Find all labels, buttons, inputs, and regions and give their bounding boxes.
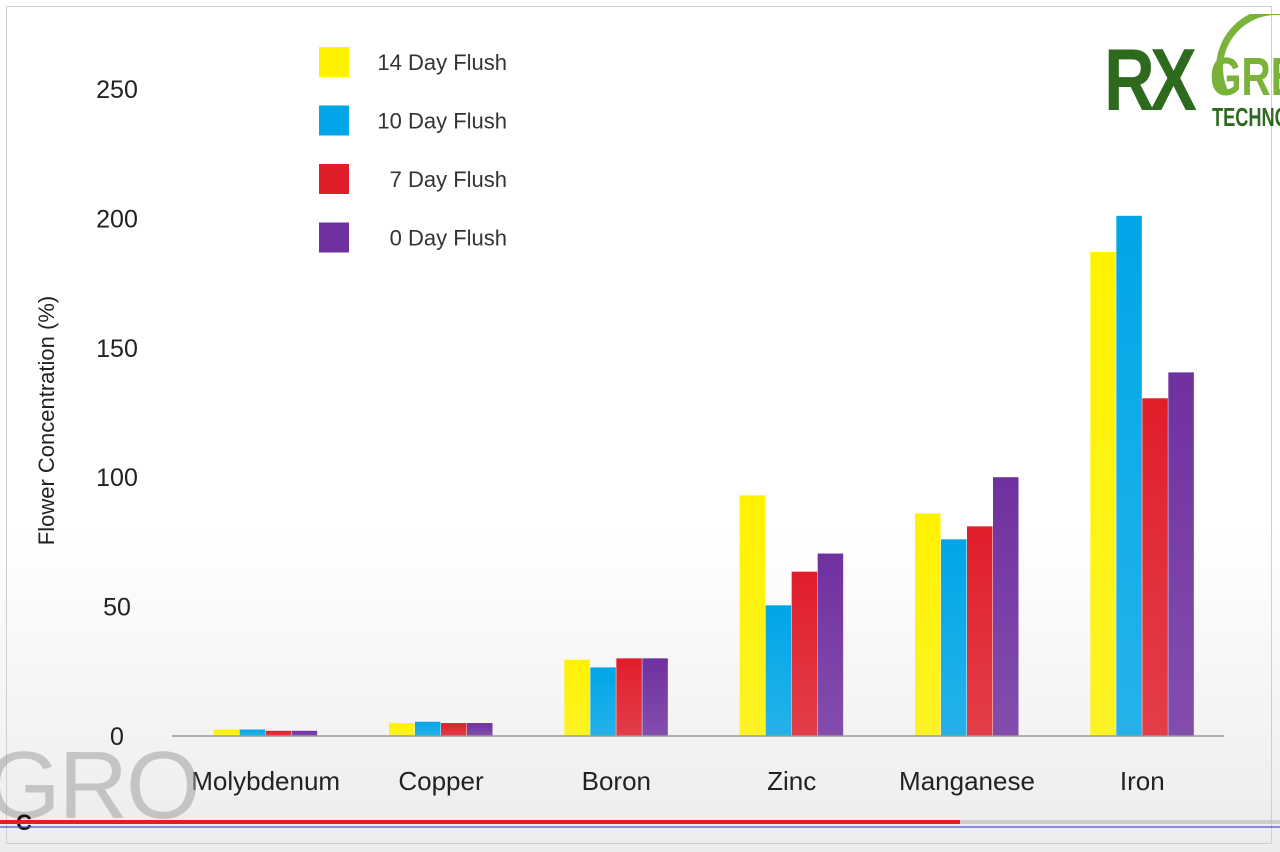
bar-boron-14-day-flush [564, 659, 590, 736]
y-tick-label: 0 [110, 723, 124, 751]
channel-watermark: GRO [0, 732, 201, 839]
bar-iron-14-day-flush [1090, 252, 1116, 736]
y-tick-label: 200 [96, 205, 138, 233]
y-tick-label: 250 [96, 76, 138, 104]
y-axis-label: Flower Concentration (%) [34, 296, 59, 545]
bar-boron-7-day-flush [616, 658, 642, 736]
bar-manganese-14-day-flush [915, 513, 941, 736]
bar-boron-0-day-flush [642, 658, 668, 736]
bar-manganese-10-day-flush [941, 539, 967, 736]
bar-zinc-10-day-flush [765, 605, 792, 736]
bar-zinc-0-day-flush [817, 553, 844, 736]
x-tick-label: Zinc [767, 766, 816, 796]
y-tick-label: 50 [103, 594, 131, 622]
bar-molybdenum-7-day-flush [265, 730, 292, 736]
slide-border [6, 6, 1272, 844]
y-tick-label: 100 [96, 464, 138, 492]
bar-copper-10-day-flush [415, 721, 441, 736]
legend-swatch [319, 105, 349, 136]
legend-label: 7 Day Flush [390, 167, 507, 192]
video-progress-fill [0, 820, 960, 824]
legend-swatch [319, 222, 349, 253]
bar-manganese-7-day-flush [967, 526, 993, 736]
logo-text-rx: RX [1104, 30, 1197, 129]
legend-label: 0 Day Flush [390, 226, 507, 251]
rx-green-technologies-logo: RX GRE TECHNO [1104, 14, 1280, 132]
bar-copper-14-day-flush [389, 723, 415, 736]
logo-text-technologies: TECHNO [1212, 102, 1280, 132]
bar-molybdenum-10-day-flush [239, 729, 266, 736]
x-tick-label: Copper [398, 766, 484, 796]
video-progress-underline [0, 826, 1280, 828]
bar-copper-7-day-flush [441, 723, 467, 736]
x-tick-label: Iron [1120, 766, 1165, 796]
y-tick-label: 150 [96, 335, 138, 363]
bar-copper-0-day-flush [467, 723, 493, 736]
bar-boron-10-day-flush [590, 667, 616, 736]
bar-molybdenum-14-day-flush [213, 729, 240, 736]
logo-text-green: GRE [1210, 47, 1280, 107]
legend-label: 10 Day Flush [377, 109, 507, 134]
legend-swatch [319, 164, 349, 194]
bar-molybdenum-0-day-flush [291, 730, 318, 736]
x-tick-label: Boron [582, 766, 651, 796]
bar-iron-0-day-flush [1168, 372, 1194, 736]
legend-label: 14 Day Flush [377, 50, 507, 75]
bar-manganese-0-day-flush [993, 477, 1019, 736]
x-tick-label: Manganese [899, 766, 1035, 796]
bar-iron-7-day-flush [1142, 398, 1168, 736]
bar-iron-10-day-flush [1116, 215, 1142, 736]
bar-zinc-7-day-flush [791, 571, 818, 736]
bar-zinc-14-day-flush [739, 495, 766, 736]
video-progress-bar[interactable] [0, 820, 1280, 824]
legend-swatch [319, 47, 349, 77]
x-tick-label: Molybdenum [191, 766, 340, 796]
